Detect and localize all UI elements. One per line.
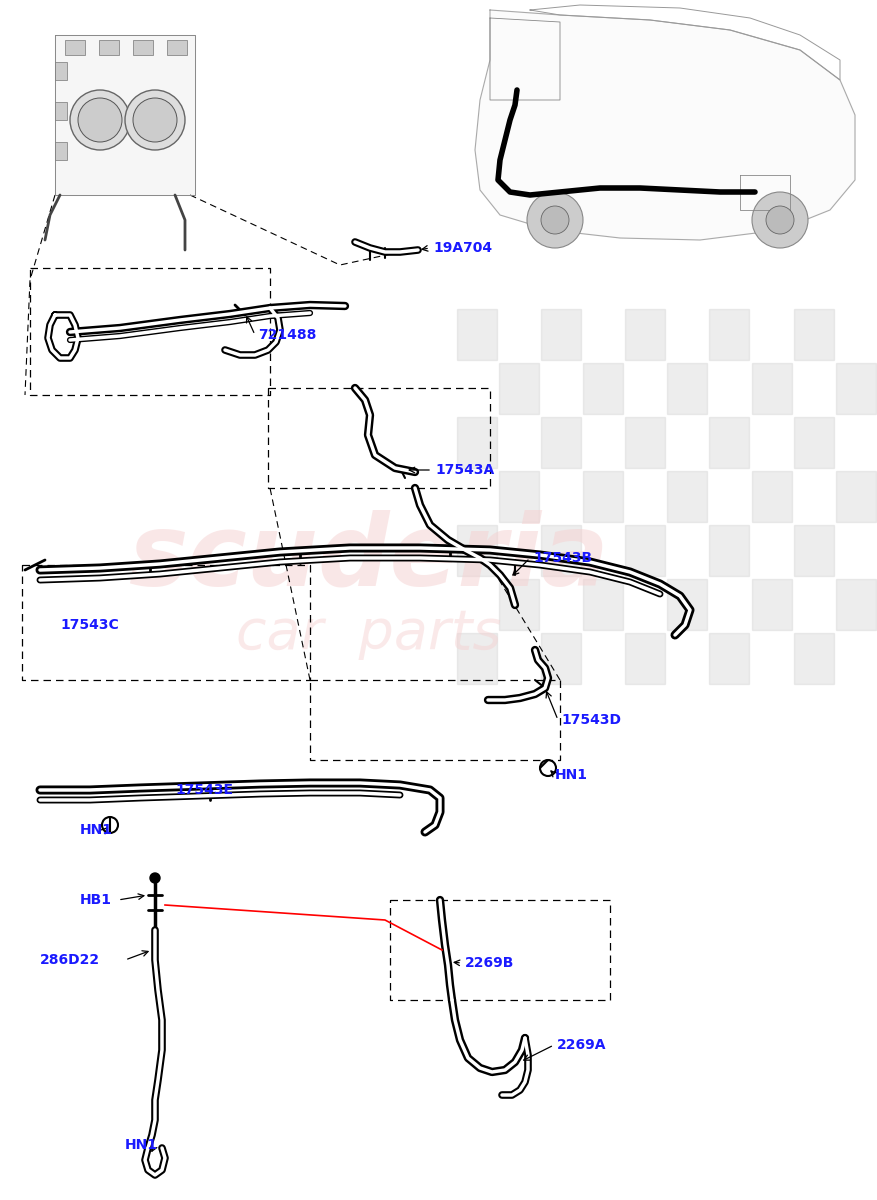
- Text: 286D22: 286D22: [40, 953, 100, 967]
- Circle shape: [132, 98, 177, 142]
- Bar: [667, 362, 707, 414]
- Bar: [624, 416, 665, 468]
- Text: 2269B: 2269B: [465, 956, 514, 970]
- Bar: [835, 362, 875, 414]
- Text: scuderia: scuderia: [128, 510, 609, 606]
- Text: 19A704: 19A704: [432, 241, 492, 254]
- Bar: [793, 308, 833, 360]
- Bar: [65, 40, 85, 55]
- Bar: [709, 416, 749, 468]
- Text: HN1: HN1: [554, 768, 588, 782]
- Bar: [582, 578, 623, 630]
- Text: 17543B: 17543B: [532, 551, 591, 565]
- Bar: [835, 470, 875, 522]
- Bar: [793, 416, 833, 468]
- Bar: [456, 524, 496, 576]
- Bar: [540, 308, 581, 360]
- Bar: [751, 362, 791, 414]
- Bar: [55, 142, 67, 160]
- Bar: [709, 524, 749, 576]
- Bar: [582, 362, 623, 414]
- Text: 17543A: 17543A: [434, 463, 494, 476]
- Bar: [498, 362, 538, 414]
- Circle shape: [78, 98, 122, 142]
- Bar: [456, 308, 496, 360]
- Bar: [793, 524, 833, 576]
- Bar: [498, 578, 538, 630]
- Bar: [456, 416, 496, 468]
- Text: 721488: 721488: [258, 328, 316, 342]
- Polygon shape: [55, 35, 195, 194]
- Bar: [751, 578, 791, 630]
- Bar: [751, 470, 791, 522]
- Text: 2269A: 2269A: [556, 1038, 606, 1052]
- Bar: [709, 632, 749, 684]
- Circle shape: [70, 90, 130, 150]
- Bar: [540, 632, 581, 684]
- Text: 17543D: 17543D: [560, 713, 620, 727]
- Bar: [709, 308, 749, 360]
- Text: 17543E: 17543E: [175, 782, 232, 797]
- Circle shape: [540, 206, 568, 234]
- Bar: [167, 40, 187, 55]
- Text: 17543C: 17543C: [60, 618, 118, 632]
- Bar: [624, 308, 665, 360]
- Bar: [99, 40, 119, 55]
- Bar: [132, 40, 153, 55]
- Bar: [540, 524, 581, 576]
- Circle shape: [150, 872, 160, 883]
- Bar: [667, 470, 707, 522]
- Text: car  parts: car parts: [236, 607, 501, 660]
- Bar: [624, 632, 665, 684]
- Bar: [582, 470, 623, 522]
- Bar: [624, 524, 665, 576]
- Polygon shape: [474, 10, 854, 240]
- Bar: [498, 470, 538, 522]
- Bar: [540, 416, 581, 468]
- Circle shape: [765, 206, 793, 234]
- Text: HN1: HN1: [125, 1138, 158, 1152]
- Bar: [456, 632, 496, 684]
- Bar: [55, 62, 67, 80]
- Bar: [793, 632, 833, 684]
- Text: HB1: HB1: [80, 893, 112, 907]
- Text: HN1: HN1: [80, 823, 113, 838]
- Bar: [667, 578, 707, 630]
- Bar: [55, 102, 67, 120]
- Circle shape: [751, 192, 807, 248]
- Circle shape: [125, 90, 185, 150]
- Circle shape: [526, 192, 582, 248]
- Bar: [835, 578, 875, 630]
